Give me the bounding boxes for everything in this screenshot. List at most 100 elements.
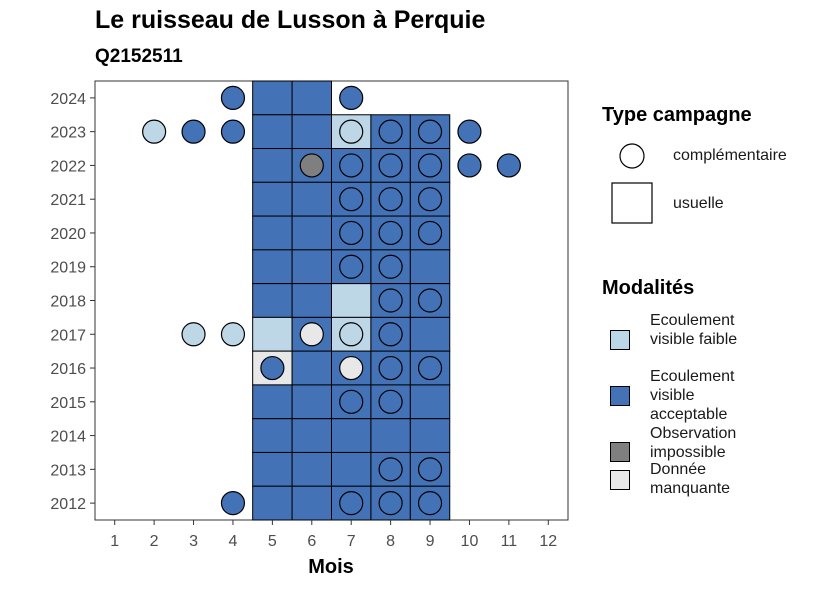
usuelle-cell-2023-6 [291, 114, 333, 150]
complementaire-point-2023-2 [142, 119, 167, 144]
legend-swatch-ecoulement_acceptable [610, 386, 630, 406]
complementaire-point-2013-9 [417, 457, 443, 482]
complementaire-point-2022-8 [378, 153, 403, 178]
usuelle-cell-2014-6 [291, 418, 333, 453]
legend-type-title: Type campagne [602, 104, 752, 126]
legend-label-ecoulement_acceptable: Ecoulement visible acceptable [650, 368, 735, 423]
complementaire-point-2016-9 [417, 355, 443, 381]
complementaire-point-2016-7 [339, 355, 364, 381]
legend-swatch-ecoulement_faible [610, 330, 630, 350]
complementaire-point-2016-5 [260, 355, 285, 381]
usuelle-cell-2014-5 [252, 418, 293, 453]
usuelle-cell-2013-6 [291, 451, 333, 487]
complementaire-point-2020-8 [378, 220, 403, 246]
x-tick-label: 2 [150, 533, 159, 550]
complementaire-point-2023-9 [417, 119, 443, 144]
complementaire-point-2015-7 [339, 389, 364, 414]
complementaire-point-2016-8 [378, 355, 403, 381]
complementaire-point-2017-7 [339, 322, 364, 347]
complementaire-point-2023-7 [339, 119, 364, 144]
complementaire-point-2019-8 [378, 254, 403, 279]
complementaire-point-2018-9 [417, 288, 443, 313]
y-tick-label: 2018 [50, 294, 86, 311]
y-tick-label: 2022 [50, 158, 86, 175]
complementaire-point-2022-6 [299, 153, 324, 178]
usuelle-cell-2015-5 [252, 384, 293, 420]
usuelle-cell-2021-6 [291, 181, 333, 217]
legend-label-observation_impossible: Observation impossible [650, 425, 737, 461]
complementaire-point-2018-8 [378, 288, 403, 313]
legend-swatch-donnee_manquante [610, 470, 630, 490]
usuelle-cell-2019-6 [291, 249, 333, 285]
usuelle-cell-2018-7 [331, 283, 372, 318]
y-tick-label: 2024 [50, 91, 86, 108]
complementaire-point-2022-10 [457, 153, 482, 178]
y-tick-label: 2014 [50, 429, 86, 446]
usuelle-cell-2015-9 [409, 384, 451, 420]
complementaire-point-2022-7 [339, 153, 364, 178]
usuelle-cell-2024-6 [291, 80, 333, 116]
y-tick-label: 2020 [50, 226, 86, 243]
x-tick-label: 10 [461, 533, 479, 550]
usuelle-cell-2023-5 [252, 114, 293, 150]
y-tick-label: 2013 [50, 462, 86, 479]
x-tick-label: 7 [347, 533, 356, 550]
usuelle-cell-2020-6 [291, 215, 333, 251]
complementaire-point-2020-7 [339, 220, 364, 246]
usuelle-cell-2019-5 [252, 249, 293, 285]
x-tick-label: 11 [501, 533, 518, 550]
usuelle-cell-2014-8 [370, 418, 411, 453]
usuelle-cell-2019-9 [409, 249, 451, 285]
usuelle-cell-2022-5 [252, 148, 293, 183]
y-tick-label: 2023 [50, 125, 86, 142]
complementaire-point-2012-7 [339, 491, 364, 516]
complementaire-point-2021-7 [339, 187, 364, 212]
x-axis-title: Mois [308, 556, 354, 578]
usuelle-cell-2012-6 [291, 485, 333, 521]
usuelle-cell-2017-5 [252, 316, 293, 352]
x-tick-label: 3 [189, 533, 198, 550]
x-tick-label: 5 [268, 533, 277, 550]
x-tick-label: 6 [307, 533, 316, 550]
usuelle-cell-2017-9 [409, 316, 451, 352]
complementaire-point-2017-6 [299, 322, 324, 347]
x-tick-label: 12 [539, 533, 557, 550]
complementaire-point-2023-10 [457, 119, 482, 144]
complementaire-point-2023-4 [220, 119, 246, 144]
y-tick-label: 2015 [50, 395, 86, 412]
usuelle-cell-2018-5 [252, 283, 293, 318]
usuelle-cell-2020-5 [252, 215, 293, 251]
y-tick-label: 2012 [50, 496, 86, 513]
y-tick-label: 2019 [50, 260, 86, 277]
complementaire-point-2017-3 [181, 322, 206, 347]
complementaire-point-2024-7 [339, 85, 364, 110]
complementaire-point-2013-8 [378, 457, 403, 482]
complementaire-point-2021-8 [378, 187, 403, 212]
usuelle-cell-2012-5 [252, 485, 293, 521]
complementaire-point-2021-9 [417, 187, 443, 212]
chart-subtitle: Q2152511 [95, 46, 183, 67]
complementaire-point-2023-3 [181, 119, 206, 144]
x-tick-label: 9 [426, 533, 435, 550]
legend-swatch-observation_impossible [610, 442, 630, 462]
complementaire-point-2017-4 [220, 322, 246, 347]
usuelle-cell-2013-5 [252, 451, 293, 487]
complementaire-point-2012-8 [378, 491, 403, 516]
usuelle-cell-2021-5 [252, 181, 293, 217]
y-tick-label: 2021 [50, 192, 86, 209]
x-tick-label: 1 [110, 533, 119, 550]
complementaire-point-2023-8 [378, 119, 403, 144]
legend-label-ecoulement_faible: Ecoulement visible faible [650, 312, 738, 348]
usuelle-cell-2018-6 [291, 283, 333, 318]
complementaire-point-2019-7 [339, 254, 364, 279]
complementaire-point-2020-9 [417, 220, 443, 246]
complementaire-point-2022-11 [496, 153, 521, 178]
complementaire-point-2012-9 [417, 491, 443, 516]
legend-type-usuelle: usuelle [673, 195, 724, 212]
complementaire-point-2015-8 [378, 389, 403, 414]
legend-modalites-title: Modalités [602, 277, 695, 299]
usuelle-cell-2014-9 [409, 418, 451, 453]
complementaire-point-2012-4 [220, 491, 246, 516]
